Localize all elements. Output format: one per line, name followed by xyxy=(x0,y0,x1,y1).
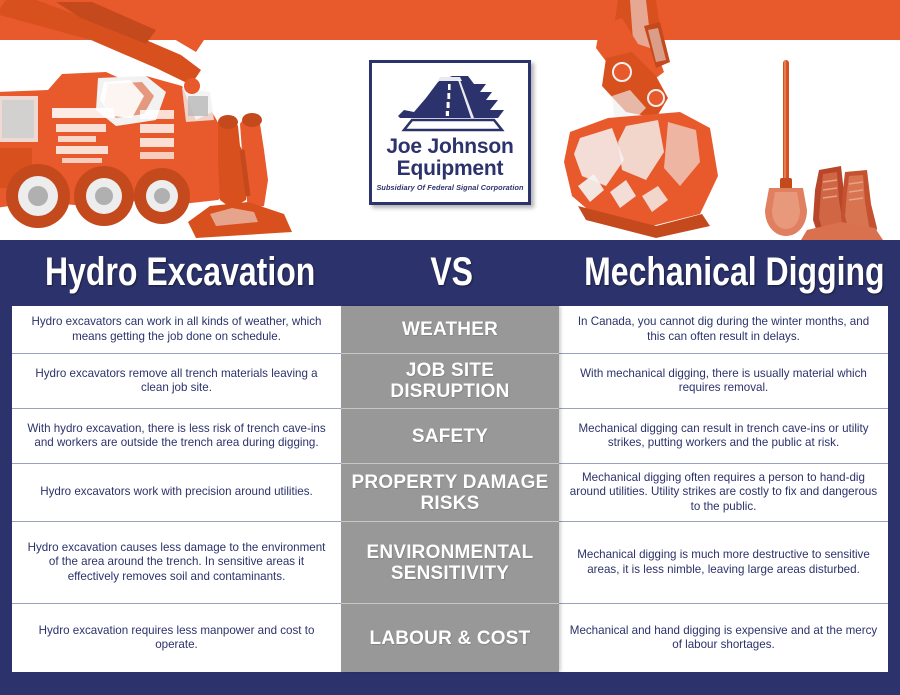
hydro-cell: Hydro excavators remove all trench mater… xyxy=(12,353,341,408)
category-label: PROPERTY DAMAGE RISKS xyxy=(341,463,559,521)
excavator-bucket-photo xyxy=(560,0,790,240)
mechanical-cell: Mechanical and hand digging is expensive… xyxy=(559,603,888,672)
mechanical-cell: Mechanical digging is much more destruct… xyxy=(559,521,888,603)
vs-label: VS xyxy=(430,250,474,294)
hydro-vac-truck-photo xyxy=(0,0,326,240)
table-row: Hydro excavation requires less manpower … xyxy=(12,603,888,672)
comparison-table: Hydro excavators can work in all kinds o… xyxy=(12,306,888,672)
company-logo: Joe Johnson Equipment Subsidiary Of Fede… xyxy=(369,60,531,205)
hydro-cell: Hydro excavators work with precision aro… xyxy=(12,463,341,521)
hero-banner: Joe Johnson Equipment Subsidiary Of Fede… xyxy=(0,0,900,240)
right-column-title: Mechanical Digging xyxy=(584,250,885,294)
category-label: LABOUR & COST xyxy=(341,603,559,672)
table-row: With hydro excavation, there is less ris… xyxy=(12,408,888,463)
hydro-cell: Hydro excavation requires less manpower … xyxy=(12,603,341,672)
hydro-cell: Hydro excavators can work in all kinds o… xyxy=(12,306,341,353)
hydro-cell: With hydro excavation, there is less ris… xyxy=(12,408,341,463)
hydro-cell: Hydro excavation causes less damage to t… xyxy=(12,521,341,603)
road-highway-icon xyxy=(398,76,505,132)
title-band: Hydro Excavation VS Mechanical Digging xyxy=(0,240,900,306)
category-label: SAFETY xyxy=(341,408,559,463)
mechanical-cell: Mechanical digging often requires a pers… xyxy=(559,463,888,521)
mechanical-cell: With mechanical digging, there is usuall… xyxy=(559,353,888,408)
logo-name-line1: Joe Johnson xyxy=(386,135,514,158)
logo-name-line2: Equipment xyxy=(396,157,504,180)
table-row: Hydro excavation causes less damage to t… xyxy=(12,521,888,603)
mechanical-cell: In Canada, you cannot dig during the win… xyxy=(559,306,888,353)
shovel-and-boots-photo xyxy=(755,60,885,240)
left-column-title: Hydro Excavation xyxy=(45,250,316,294)
table-row: Hydro excavators remove all trench mater… xyxy=(12,353,888,408)
table-row: Hydro excavators can work in all kinds o… xyxy=(12,306,888,353)
mechanical-cell: Mechanical digging can result in trench … xyxy=(559,408,888,463)
logo-subtitle: Subsidiary Of Federal Signal Corporation xyxy=(376,183,524,192)
table-row: Hydro excavators work with precision aro… xyxy=(12,463,888,521)
category-label: JOB SITE DISRUPTION xyxy=(341,353,559,408)
category-label: WEATHER xyxy=(341,306,559,353)
category-label: ENVIRONMENTAL SENSITIVITY xyxy=(341,521,559,603)
